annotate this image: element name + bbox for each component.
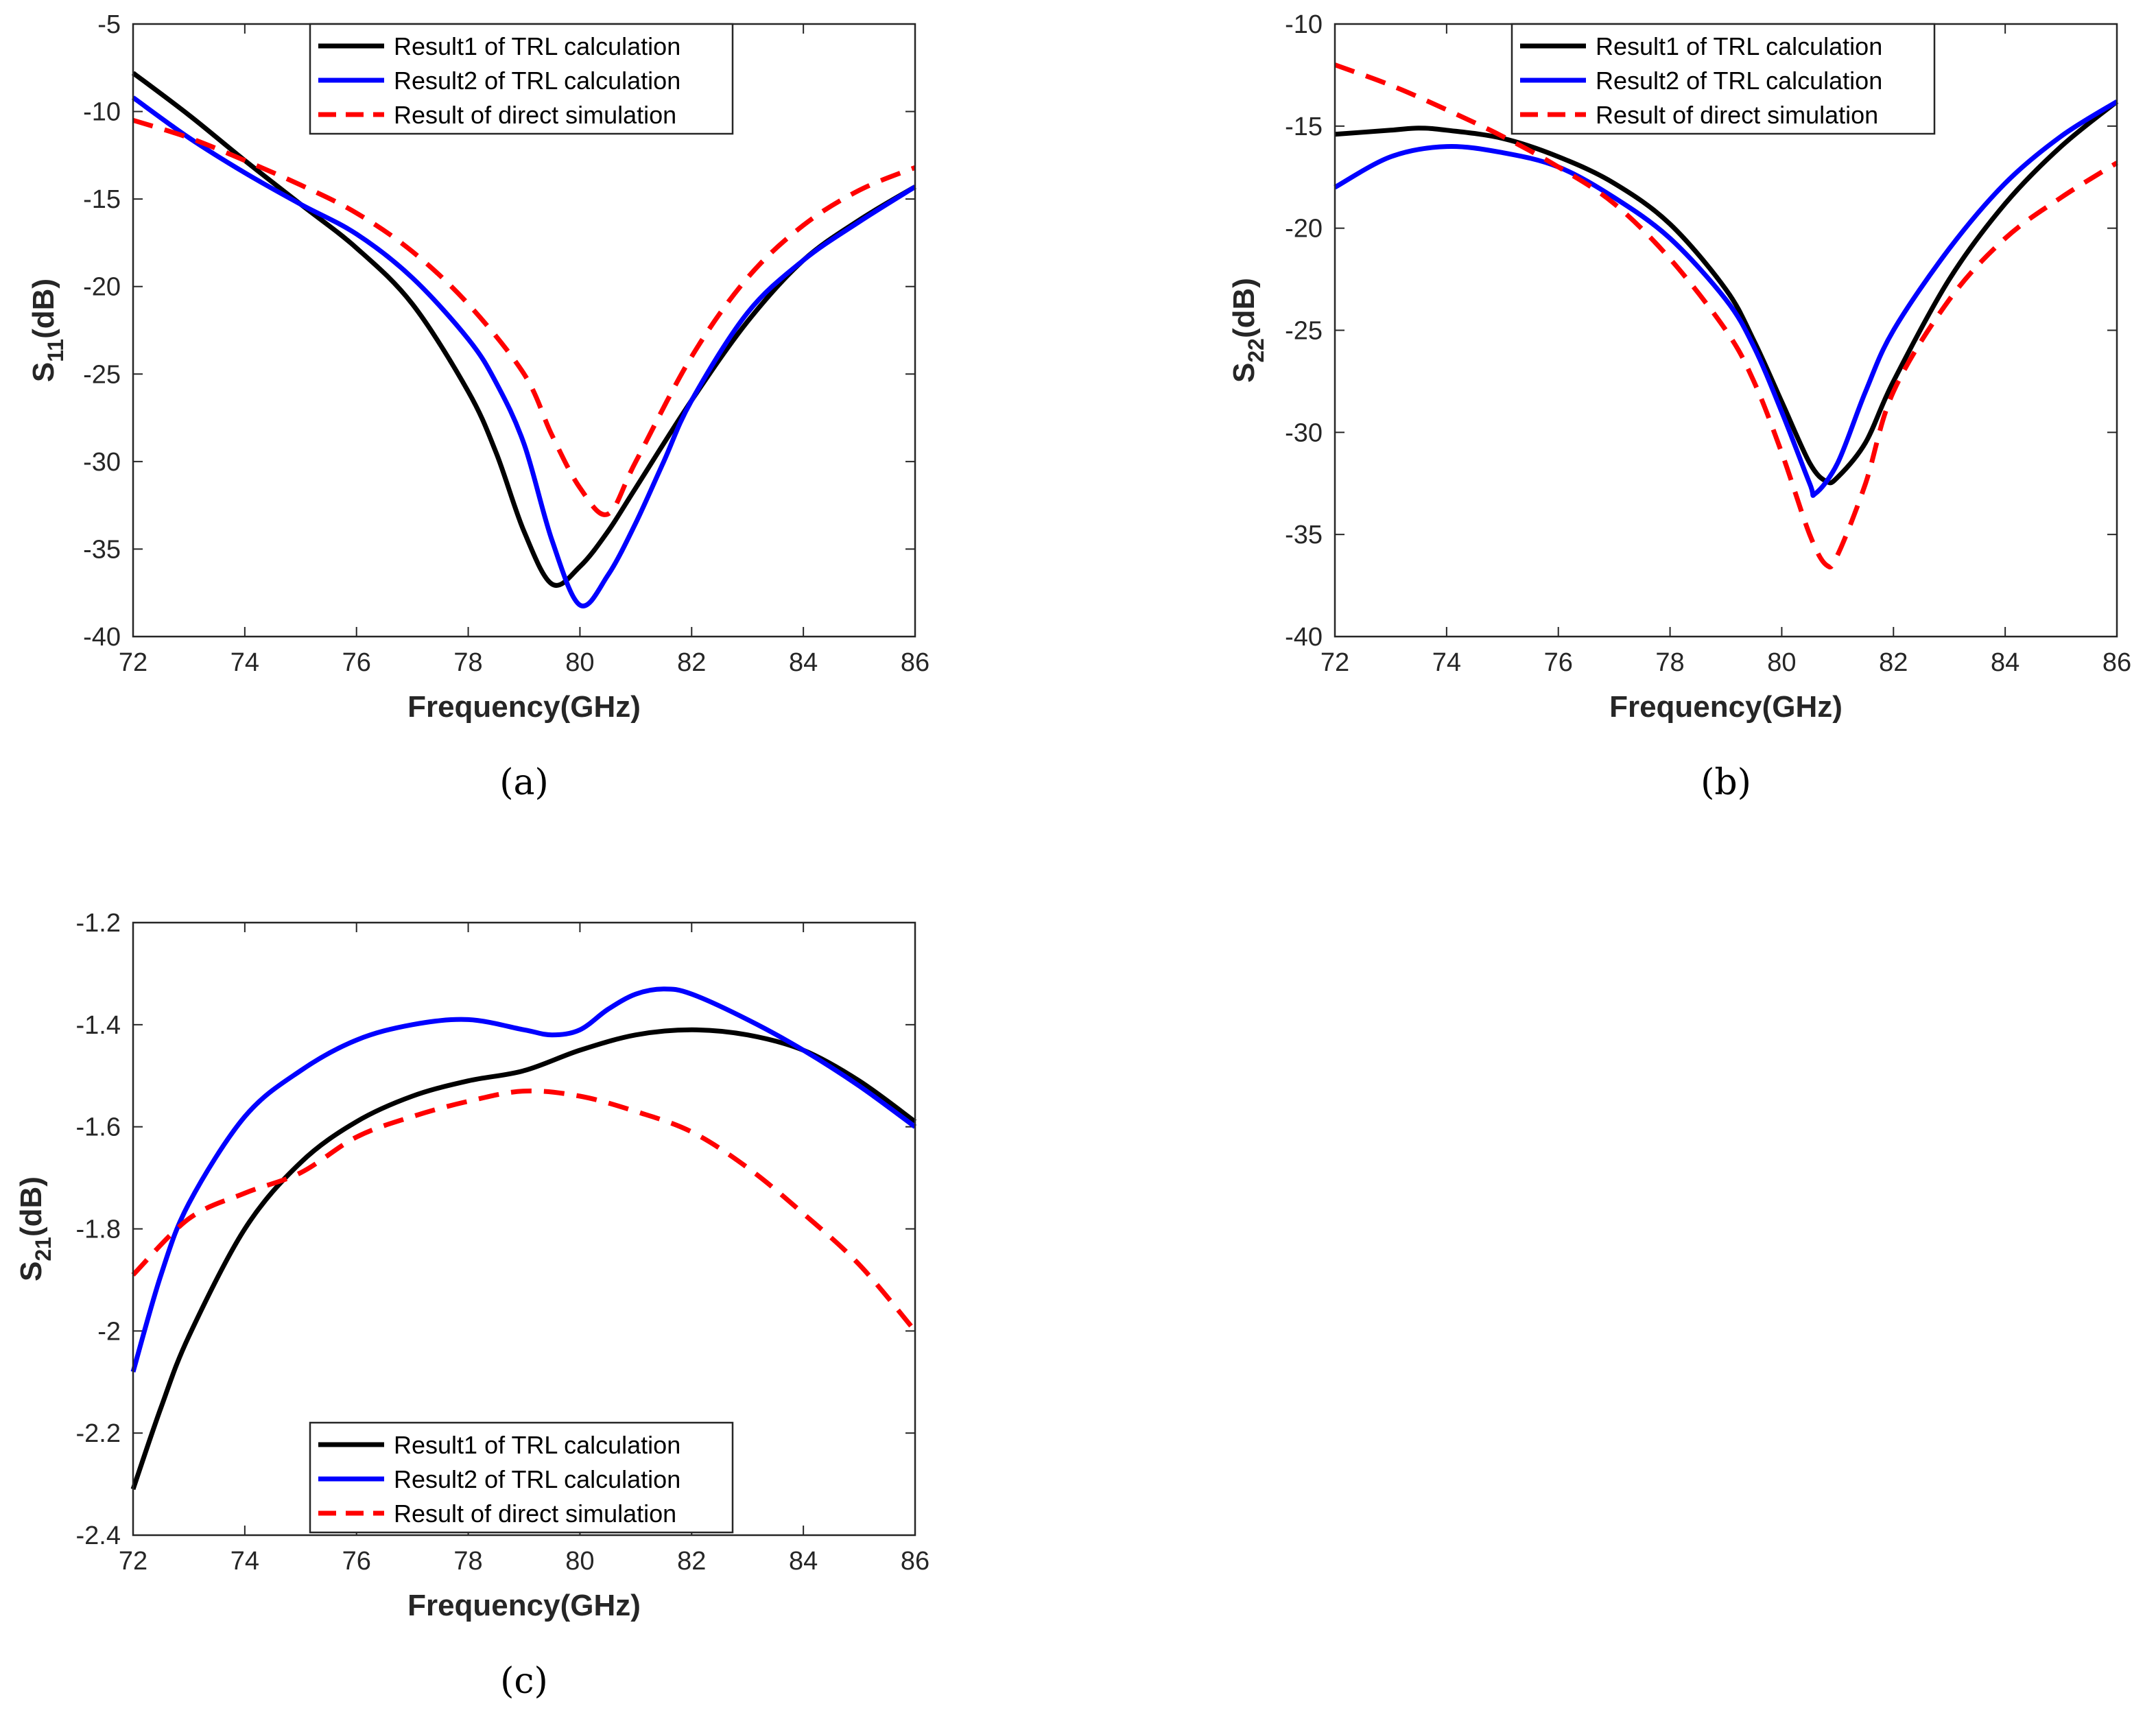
legend-label-1: Result1 of TRL calculation [394,32,680,60]
y-label-main: S [1227,363,1261,383]
y-tick-label: -2.4 [76,1521,121,1550]
y-label-unit: (dB) [1227,278,1261,338]
x-tick-label: 80 [1767,648,1796,677]
x-tick-label: 84 [1991,648,2019,677]
x-tick-label: 76 [1544,648,1573,677]
series-line-1 [1334,99,2119,486]
x-tick-label: 78 [453,1547,482,1576]
x-tick-label: 86 [901,1547,929,1576]
x-tick-label: 80 [565,1547,594,1576]
y-axis-label: S11(dB) [27,278,68,382]
subfigure-caption: (c) [500,1661,548,1702]
legend-label-2: Result2 of TRL calculation [1596,67,1882,95]
x-tick-label: 72 [119,648,147,677]
y-tick-label: -35 [1285,521,1323,549]
y-label-main: S [14,1261,48,1281]
series-line-3 [1334,62,2118,570]
legend-label-1: Result1 of TRL calculation [1596,32,1882,60]
y-tick-label: -1.8 [76,1216,121,1244]
legend-label-3: Result of direct simulation [1596,101,1878,129]
legend-label-3: Result of direct simulation [394,1499,676,1528]
y-axis-label: S22(dB) [1227,278,1268,383]
y-tick-label: -1.4 [76,1011,121,1040]
x-axis-label: Frequency(GHz) [407,1589,641,1622]
x-tick-label: 74 [230,1547,259,1576]
y-label-sub: 22 [1244,338,1268,363]
chart-3: 72 74 76 78 80 82 84 86 -1.2 -1.4 -1.6 -1.8 -2 -2.2 -2… [14,909,929,1702]
x-tick-label: 74 [230,648,259,677]
x-tick-label: 74 [1432,648,1461,677]
x-axis-label: Frequency(GHz) [1609,690,1843,724]
y-tick-label: -25 [1285,317,1323,346]
legend-label-1: Result1 of TRL calculation [394,1431,680,1459]
y-axis-label: S21(dB) [14,1176,56,1281]
y-tick-label: -5 [97,10,121,39]
series-line-1 [130,1027,917,1491]
y-tick-label: -2.2 [76,1419,121,1448]
chart-1: 72 74 76 78 80 82 84 86 -5 -10 -15 -20 -25 -30 -35 -40 R… [27,10,929,803]
y-label-main: S [27,362,60,382]
x-tick-label: 82 [1879,648,1908,677]
x-tick-label: 78 [1655,648,1684,677]
y-tick-label: -15 [83,185,121,214]
series-line-3 [132,117,916,517]
x-tick-label: 78 [453,648,482,677]
y-tick-label: -40 [1285,623,1323,652]
x-tick-label: 84 [789,1547,818,1576]
y-tick-label: -30 [83,448,121,477]
y-tick-label: -20 [83,273,121,302]
y-tick-label: -35 [83,535,121,564]
y-tick-label: -30 [1285,418,1323,447]
x-tick-label: 72 [1320,648,1349,677]
x-tick-label: 84 [789,648,818,677]
y-label-unit: (dB) [27,278,60,339]
y-label-sub: 21 [31,1237,56,1261]
y-tick-label: -10 [83,98,121,127]
legend-label-2: Result2 of TRL calculation [394,67,680,95]
x-tick-label: 82 [677,648,706,677]
legend-label-3: Result of direct simulation [394,101,676,129]
y-tick-label: -15 [1285,112,1323,141]
y-tick-label: -1.2 [76,909,121,938]
x-axis-label: Frequency(GHz) [407,690,641,724]
series-line-2 [131,95,916,608]
subfigure-caption: (b) [1701,762,1751,803]
x-tick-label: 86 [901,648,929,677]
subfigure-caption: (a) [499,762,549,803]
y-tick-label: -1.6 [76,1113,121,1142]
x-tick-label: 80 [565,648,594,677]
series-line-2 [1334,99,2118,498]
series-line-3 [131,1088,917,1333]
axes-box [132,921,916,1537]
y-tick-label: -25 [83,360,121,389]
y-tick-label: -40 [83,623,121,652]
y-tick-label: -20 [1285,215,1323,244]
y-label-unit: (dB) [14,1176,48,1237]
x-tick-label: 86 [2102,648,2131,677]
y-tick-label: -2 [97,1317,121,1346]
x-tick-label: 72 [119,1547,147,1576]
x-tick-label: 76 [342,1547,371,1576]
x-tick-label: 76 [342,648,371,677]
y-label-sub: 11 [43,339,68,362]
x-tick-label: 82 [677,1547,706,1576]
legend-label-2: Result2 of TRL calculation [394,1465,680,1493]
chart-2: 72 74 76 78 80 82 84 86 -10 -15 -20 -25 -30 -35 -40 Res… [1227,10,2131,803]
y-tick-label: -10 [1285,10,1323,39]
series-line-2 [130,986,917,1373]
